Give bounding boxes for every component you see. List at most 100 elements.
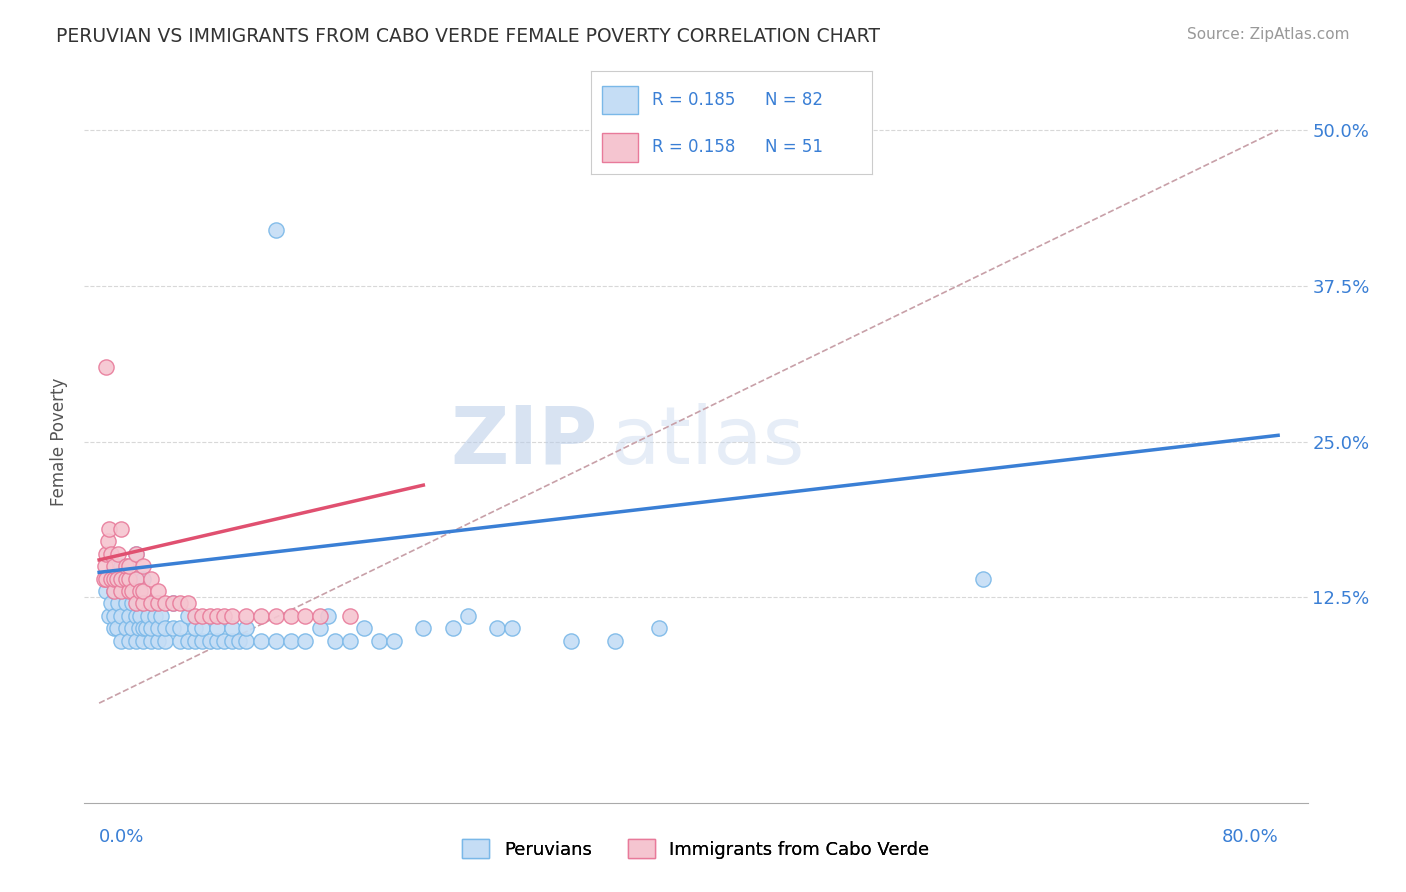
Point	[228, 633, 250, 648]
Point	[412, 621, 434, 635]
Point	[339, 633, 361, 648]
Point	[139, 597, 162, 611]
Point	[114, 572, 136, 586]
Point	[214, 609, 236, 624]
Point	[103, 621, 125, 635]
Point	[129, 584, 152, 599]
Point	[114, 597, 136, 611]
Point	[485, 621, 508, 635]
Point	[191, 633, 214, 648]
Point	[94, 559, 117, 574]
Point	[146, 597, 169, 611]
Point	[191, 621, 214, 635]
Point	[155, 633, 177, 648]
Point	[105, 621, 128, 635]
Point	[117, 633, 139, 648]
Point	[100, 572, 122, 586]
Point	[125, 547, 148, 561]
Point	[280, 633, 302, 648]
Point	[132, 633, 155, 648]
Point	[603, 633, 626, 648]
Point	[103, 584, 125, 599]
Point	[117, 572, 139, 586]
Point	[235, 633, 257, 648]
Point	[125, 547, 148, 561]
Point	[117, 609, 139, 624]
Point	[139, 597, 162, 611]
Point	[114, 621, 136, 635]
Point	[105, 572, 128, 586]
Point	[457, 609, 479, 624]
Point	[146, 633, 169, 648]
Point	[205, 609, 228, 624]
Point	[139, 633, 162, 648]
Text: Source: ZipAtlas.com: Source: ZipAtlas.com	[1187, 27, 1350, 42]
Text: ZIP: ZIP	[451, 402, 598, 481]
Point	[176, 609, 198, 624]
Point	[198, 633, 221, 648]
Point	[103, 572, 125, 586]
Point	[441, 621, 464, 635]
Point	[264, 223, 287, 237]
Point	[110, 559, 132, 574]
Point	[132, 584, 155, 599]
Point	[162, 621, 184, 635]
Point	[110, 522, 132, 536]
Point	[103, 559, 125, 574]
Point	[264, 633, 287, 648]
Point	[221, 609, 243, 624]
Point	[114, 559, 136, 574]
Point	[93, 572, 115, 586]
Point	[150, 609, 173, 624]
Point	[169, 597, 191, 611]
Point	[184, 609, 207, 624]
Point	[128, 621, 150, 635]
Point	[146, 584, 169, 599]
Point	[110, 572, 132, 586]
Point	[176, 597, 198, 611]
Point	[100, 547, 122, 561]
Point	[382, 633, 405, 648]
Point	[235, 621, 257, 635]
Point	[294, 633, 316, 648]
Point	[103, 584, 125, 599]
Point	[125, 572, 148, 586]
Point	[100, 597, 122, 611]
Point	[110, 633, 132, 648]
Point	[280, 609, 302, 624]
FancyBboxPatch shape	[602, 86, 638, 114]
Point	[117, 584, 139, 599]
Point	[121, 621, 143, 635]
Point	[125, 609, 148, 624]
Point	[132, 621, 155, 635]
Text: PERUVIAN VS IMMIGRANTS FROM CABO VERDE FEMALE POVERTY CORRELATION CHART: PERUVIAN VS IMMIGRANTS FROM CABO VERDE F…	[56, 27, 880, 45]
Text: N = 51: N = 51	[765, 138, 823, 156]
Point	[97, 534, 120, 549]
Point	[107, 547, 129, 561]
Point	[214, 633, 236, 648]
Point	[121, 584, 143, 599]
Legend: Peruvians, Immigrants from Cabo Verde: Peruvians, Immigrants from Cabo Verde	[456, 832, 936, 866]
Point	[250, 609, 273, 624]
Point	[221, 633, 243, 648]
Point	[205, 621, 228, 635]
Point	[139, 572, 162, 586]
Point	[110, 609, 132, 624]
Point	[103, 609, 125, 624]
Point	[146, 597, 169, 611]
Point	[110, 584, 132, 599]
Point	[146, 621, 169, 635]
Point	[368, 633, 391, 648]
Point	[198, 609, 221, 624]
Point	[155, 597, 177, 611]
Point	[648, 621, 671, 635]
Text: 0.0%: 0.0%	[98, 828, 145, 846]
Point	[235, 609, 257, 624]
Point	[169, 621, 191, 635]
Point	[96, 572, 118, 586]
Text: atlas: atlas	[610, 402, 804, 481]
Point	[264, 609, 287, 624]
Point	[121, 597, 143, 611]
Point	[309, 609, 332, 624]
Point	[96, 359, 118, 374]
